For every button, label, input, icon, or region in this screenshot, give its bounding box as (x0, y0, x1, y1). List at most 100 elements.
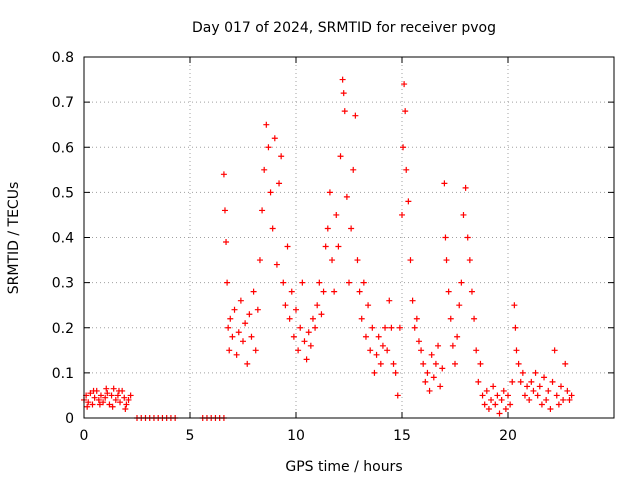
data-point (384, 347, 391, 354)
data-point (511, 302, 518, 309)
data-point (428, 351, 435, 358)
data-point (316, 279, 323, 286)
data-point (468, 288, 475, 295)
data-point (127, 392, 134, 399)
data-point (447, 315, 454, 322)
data-point (498, 396, 505, 403)
data-point (441, 180, 448, 187)
data-point (85, 399, 92, 406)
x-tick-label: 15 (393, 428, 411, 444)
data-point (229, 333, 236, 340)
data-point (538, 401, 545, 408)
data-point (390, 360, 397, 367)
data-point (386, 297, 393, 304)
data-point (307, 342, 314, 349)
data-point (263, 121, 270, 128)
data-point (399, 211, 405, 218)
data-point (471, 315, 478, 322)
data-point (97, 392, 104, 399)
data-point (432, 360, 439, 367)
data-point (477, 360, 484, 367)
data-point (475, 378, 482, 385)
data-point (122, 405, 129, 412)
data-point (356, 288, 363, 295)
data-point (278, 153, 285, 160)
data-point (526, 396, 533, 403)
data-point (490, 383, 497, 390)
data-point (297, 324, 304, 331)
data-point (418, 347, 425, 354)
data-point (534, 392, 541, 399)
data-point (479, 392, 486, 399)
data-point (496, 410, 503, 417)
data-point (488, 396, 495, 403)
data-point (252, 347, 259, 354)
data-point (225, 324, 232, 331)
data-point (392, 369, 399, 376)
data-point (95, 396, 102, 403)
data-point (240, 338, 246, 345)
data-point (318, 311, 325, 318)
data-point (365, 302, 372, 309)
data-point (256, 257, 263, 264)
data-point (415, 338, 422, 345)
data-point (388, 324, 395, 331)
y-tick-label: 0.6 (52, 140, 74, 156)
data-point (339, 76, 346, 83)
axis-ticks: 0 5 10 15 20 0 0.1 0.2 0.3 0.4 0.5 0.6 0.7 0.8 (52, 50, 614, 444)
data-point (454, 333, 461, 340)
data-point (259, 207, 266, 214)
data-point (348, 225, 355, 232)
data-point (439, 365, 446, 372)
data-point (227, 315, 234, 322)
data-point (405, 198, 412, 205)
data-points (81, 76, 575, 421)
data-point (435, 342, 442, 349)
data-point (269, 225, 276, 232)
data-point (394, 392, 401, 399)
y-tick-label: 0.1 (52, 366, 74, 382)
x-tick-label: 0 (80, 428, 89, 444)
data-point (221, 207, 228, 214)
data-point (411, 324, 418, 331)
data-point (112, 396, 119, 403)
data-point (115, 387, 122, 394)
data-point (333, 211, 340, 218)
data-point (350, 166, 357, 173)
data-point (220, 171, 227, 178)
data-point (242, 320, 249, 327)
data-point (106, 401, 113, 408)
data-point (551, 347, 558, 354)
data-point (400, 144, 407, 151)
data-point (295, 347, 302, 354)
data-point (430, 374, 437, 381)
data-point (442, 234, 449, 241)
data-point (309, 315, 316, 322)
y-axis-label: SRMTID / TECUs (6, 182, 22, 295)
data-point (233, 351, 240, 358)
data-point (460, 211, 467, 218)
data-point (340, 90, 347, 97)
data-point (409, 297, 416, 304)
data-point (226, 347, 233, 354)
data-point (320, 288, 327, 295)
data-point (102, 394, 109, 401)
data-point (445, 288, 452, 295)
data-point (286, 315, 293, 322)
data-point (267, 189, 274, 196)
data-point (375, 333, 382, 340)
data-point (515, 360, 522, 367)
data-point (373, 351, 380, 358)
data-point (464, 234, 471, 241)
data-point (424, 369, 431, 376)
data-point (555, 401, 562, 408)
data-point (288, 288, 295, 295)
data-point (299, 279, 306, 286)
data-point (512, 324, 519, 331)
data-point (452, 360, 458, 367)
data-point (524, 383, 531, 390)
data-point (532, 369, 539, 376)
data-point (369, 324, 376, 331)
